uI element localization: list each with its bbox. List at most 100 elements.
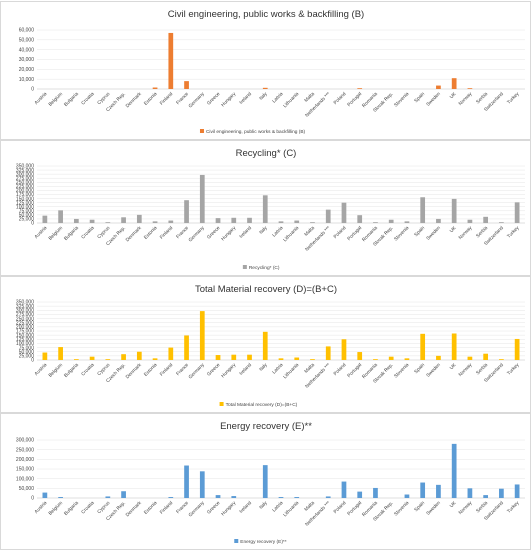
- x-tick-label: Slovenia: [393, 91, 410, 108]
- y-tick-label: 325,000: [16, 168, 34, 174]
- y-tick-label: 250,000: [16, 316, 34, 322]
- bar: [499, 488, 504, 498]
- x-tick-label: Estonia: [143, 91, 159, 107]
- bar: [136, 214, 142, 223]
- chart-svg: Civil engineering, public works & backfi…: [19, 9, 525, 135]
- bar: [310, 359, 315, 360]
- bar: [105, 222, 111, 223]
- bar: [58, 497, 63, 498]
- x-tick-label: Turkey: [506, 362, 521, 377]
- chart-title: Civil engineering, public works & backfi…: [168, 9, 364, 20]
- x-tick-label: Greece: [206, 362, 222, 378]
- bar: [231, 496, 237, 498]
- chart-title: Total Material recovery (D)=(B+C): [195, 284, 337, 295]
- x-tick-label: UK: [449, 225, 459, 235]
- bar: [168, 32, 174, 89]
- x-tick-label: France: [175, 91, 190, 106]
- y-tick-label: 50,000: [19, 486, 35, 492]
- x-tick-label: Norway: [458, 91, 474, 107]
- x-tick-label: UK: [449, 500, 459, 510]
- bar: [357, 88, 363, 89]
- bar: [483, 353, 489, 360]
- y-tick-label: 250,000: [16, 447, 34, 453]
- bar: [467, 219, 473, 223]
- x-tick-label: Bulgaria: [63, 225, 80, 242]
- bar: [199, 311, 205, 360]
- bar: [514, 202, 520, 223]
- bar: [499, 359, 504, 360]
- bar: [404, 494, 410, 498]
- x-tick-label: Belgium: [48, 91, 65, 108]
- bar: [436, 218, 441, 223]
- x-tick-label: Hungary: [220, 362, 237, 379]
- chart-svg: Energy recovery (E)** 0 50,000 100,000 150,0…: [16, 421, 525, 545]
- bar: [373, 222, 378, 223]
- x-tick-label: Croatia: [80, 91, 95, 106]
- bar: [121, 354, 126, 360]
- x-tick-label: Malta: [303, 91, 316, 104]
- x-tick-label: Germany: [188, 362, 207, 381]
- y-tick-label: 300,000: [16, 438, 34, 444]
- y-tick-label: 275,000: [16, 176, 34, 182]
- x-tick-label: Austria: [33, 500, 48, 515]
- bar: [357, 491, 363, 498]
- bar: [467, 356, 473, 360]
- bar: [467, 88, 473, 89]
- bar: [420, 482, 426, 498]
- y-tick-label: 200,000: [16, 188, 34, 194]
- y-tick-label: 200,000: [16, 457, 34, 463]
- x-tick-label: Hungary: [220, 500, 237, 517]
- chart-svg: Recycling* (C) 025,00050,00075,000100,000…: [16, 148, 525, 271]
- x-tick-label: Belgium: [48, 362, 65, 379]
- y-tick-label: 275,000: [16, 312, 34, 318]
- x-tick-label: Estonia: [143, 225, 159, 241]
- x-tick-label: Cyprus: [96, 500, 111, 515]
- bar: [325, 496, 331, 498]
- y-tick-label: 20,000: [19, 67, 35, 73]
- x-tick-label: Italy: [258, 225, 269, 236]
- x-tick-label: Malta: [303, 362, 316, 375]
- y-tick-label: 300,000: [16, 308, 34, 314]
- x-tick-label: Estonia: [143, 362, 159, 378]
- bar: [105, 496, 111, 498]
- bar: [294, 497, 300, 498]
- x-tick-label: Slovenia: [393, 500, 410, 517]
- y-tick-label: 75,000: [19, 208, 35, 214]
- bar: [420, 197, 426, 223]
- x-tick-label: Germany: [188, 225, 207, 244]
- x-tick-label: Sweden: [425, 91, 442, 108]
- bar: [420, 333, 426, 360]
- x-tick-label: Latvia: [271, 362, 285, 376]
- bar: [436, 484, 441, 498]
- y-tick-label: 30,000: [19, 57, 35, 63]
- y-tick-label: 350,000: [16, 164, 34, 170]
- x-tick-label: Ireland: [238, 225, 253, 240]
- y-tick-label: 100,000: [16, 476, 34, 482]
- x-tick-label: Latvia: [271, 91, 285, 105]
- bar: [278, 358, 284, 360]
- bar: [388, 219, 394, 223]
- x-tick-label: Ireland: [238, 500, 253, 515]
- x-tick-label: Ireland: [238, 362, 253, 377]
- y-tick-label: 75,000: [19, 345, 35, 351]
- x-tick-label: Poland: [333, 362, 348, 377]
- x-tick-label: Norway: [458, 500, 474, 516]
- bar: [215, 218, 221, 223]
- bar: [436, 355, 441, 360]
- x-tick-label: UK: [449, 362, 459, 372]
- y-tick-label: 0: [31, 358, 34, 364]
- bar: [152, 87, 158, 89]
- x-tick-label: Bulgaria: [63, 500, 80, 517]
- x-tick-label: Finland: [159, 225, 175, 241]
- bar: [58, 210, 63, 223]
- x-tick-label: Italy: [258, 500, 269, 511]
- bar: [514, 484, 520, 498]
- y-tick-label: 175,000: [16, 192, 34, 198]
- x-tick-label: Latvia: [271, 225, 285, 239]
- y-tick-label: 25,000: [19, 354, 35, 360]
- x-tick-label: Finland: [159, 362, 175, 378]
- x-tick-label: Estonia: [143, 500, 159, 516]
- legend-swatch: [234, 539, 239, 543]
- x-tick-label: Hungary: [220, 91, 237, 108]
- x-tick-label: Greece: [206, 500, 222, 516]
